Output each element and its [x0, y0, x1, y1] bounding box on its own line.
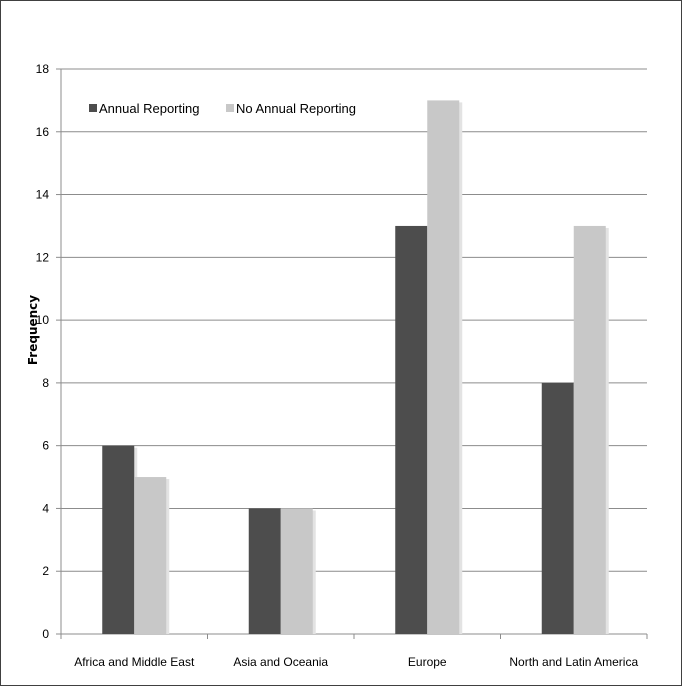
bars [102, 100, 609, 634]
y-tick-label: 6 [42, 439, 49, 453]
y-axis-label: Frequency [26, 295, 40, 365]
legend-swatch [89, 104, 97, 112]
y-tick-label: 10 [36, 313, 50, 327]
legend-label: No Annual Reporting [236, 101, 356, 116]
y-tick-label: 8 [42, 376, 49, 390]
y-tick-label: 12 [36, 250, 50, 264]
legend-label: Annual Reporting [99, 101, 199, 116]
x-category-labels: Africa and Middle East Asia and Oceania Eu… [74, 655, 638, 669]
y-tick-labels: 0 2 4 6 8 10 12 14 16 18 [36, 62, 50, 641]
bar-no-annual-reporting [134, 477, 167, 634]
y-tick-label: 4 [42, 501, 49, 515]
x-category-label: North and Latin America [509, 655, 638, 669]
bar-no-annual-reporting [280, 508, 313, 634]
bar-annual-reporting [541, 382, 574, 634]
x-category-label: Africa and Middle East [74, 655, 195, 669]
x-category-label: Asia and Oceania [233, 655, 328, 669]
y-tick-label: 16 [36, 125, 50, 139]
y-tick-label: 14 [36, 188, 50, 202]
bar-annual-reporting [395, 225, 428, 634]
y-tick-label: 2 [42, 564, 49, 578]
bar-annual-reporting [102, 445, 135, 634]
legend: Annual Reporting No Annual Reporting [89, 101, 356, 116]
bar-no-annual-reporting [427, 100, 460, 634]
bar-no-annual-reporting [573, 225, 606, 634]
y-tick-label: 0 [42, 627, 49, 641]
bar-annual-reporting [248, 508, 281, 634]
x-category-label: Europe [408, 655, 447, 669]
y-tick-label: 18 [36, 62, 50, 76]
legend-swatch [226, 104, 234, 112]
